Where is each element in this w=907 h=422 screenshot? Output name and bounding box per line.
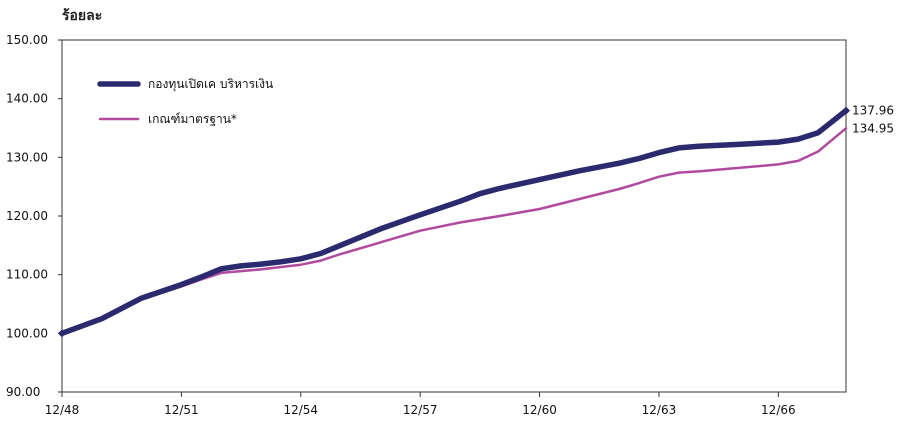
legend-label-benchmark: เกณฑ์มาตรฐาน* — [148, 112, 237, 126]
x-tick-label: 12/66 — [761, 403, 796, 417]
y-tick-label: 150.00 — [6, 33, 48, 47]
y-tick-label: 100.00 — [6, 326, 48, 340]
y-tick-label: 110.00 — [6, 268, 48, 282]
y-tick-label: 120.00 — [6, 209, 48, 223]
legend-label-fund: กองทุนเปิดเค บริหารเงิน — [148, 77, 273, 92]
fund-start-marker — [58, 329, 66, 338]
x-axis: 12/48 12/51 12/54 12/57 12/60 12/63 12/66 — [45, 392, 796, 417]
y-axis: 90.00 100.00 110.00 120.00 130.00 140.00 150.0… — [6, 33, 62, 399]
y-tick-label: 130.00 — [6, 150, 48, 164]
y-tick-label: 140.00 — [6, 92, 48, 106]
series-line-benchmark — [60, 127, 848, 335]
y-axis-unit-label: ร้อยละ — [62, 8, 102, 24]
series-lines — [58, 106, 850, 338]
fund-end-value-label: 137.96 — [852, 104, 894, 118]
x-tick-label: 12/57 — [403, 403, 438, 417]
plot-area-frame — [61, 39, 847, 393]
benchmark-end-value-label: 134.95 — [852, 121, 894, 135]
end-labels: 137.96 134.95 — [852, 104, 894, 136]
x-tick-label: 12/63 — [642, 403, 677, 417]
series-line-fund — [59, 107, 849, 337]
x-tick-label: 12/48 — [45, 403, 80, 417]
y-tick-label: 90.00 — [6, 385, 40, 399]
x-tick-label: 12/60 — [522, 403, 557, 417]
fund-end-marker — [842, 106, 850, 115]
x-tick-label: 12/54 — [283, 403, 318, 417]
x-tick-label: 12/51 — [164, 403, 199, 417]
